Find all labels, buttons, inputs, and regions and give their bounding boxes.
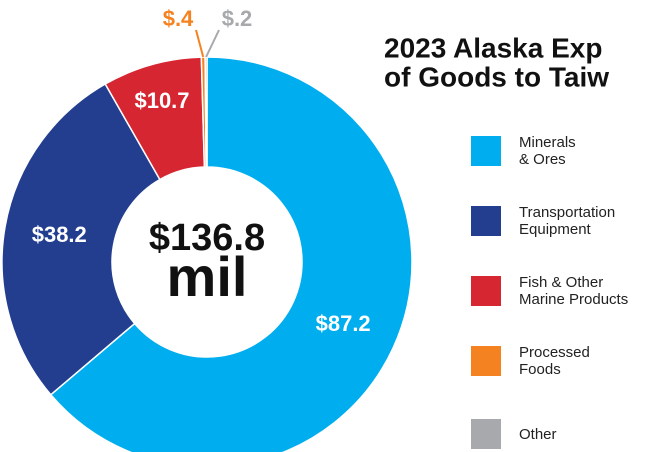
legend-swatch <box>471 136 501 166</box>
chart-title: of Goods to Taiw <box>384 61 609 92</box>
donut-slice <box>49 56 413 452</box>
donut-slice <box>204 56 208 168</box>
value-label: $.2 <box>222 6 253 31</box>
legend-label: Fish & Other Marine Products <box>519 274 629 308</box>
center-unit: mil <box>167 245 248 308</box>
value-label: $10.7 <box>134 88 189 113</box>
legend-label: Other <box>519 425 557 443</box>
legend-label: Processed Foods <box>519 344 590 378</box>
value-label: $87.2 <box>316 311 371 336</box>
value-label: $.4 <box>163 6 194 31</box>
donut-slice <box>1 83 161 396</box>
center-value: $136.8 <box>149 217 265 259</box>
legend-swatch <box>471 206 501 236</box>
leader-line <box>205 29 220 58</box>
legend-swatch <box>471 346 501 376</box>
legend-label: Transportation Equipment <box>519 204 616 238</box>
legend-swatch <box>471 419 501 449</box>
legend-swatch <box>471 276 501 306</box>
chart-title: 2023 Alaska Exp <box>384 32 602 63</box>
leader-line <box>195 29 205 58</box>
legend-label: Minerals & Ores <box>519 134 576 168</box>
value-label: $38.2 <box>32 222 87 247</box>
